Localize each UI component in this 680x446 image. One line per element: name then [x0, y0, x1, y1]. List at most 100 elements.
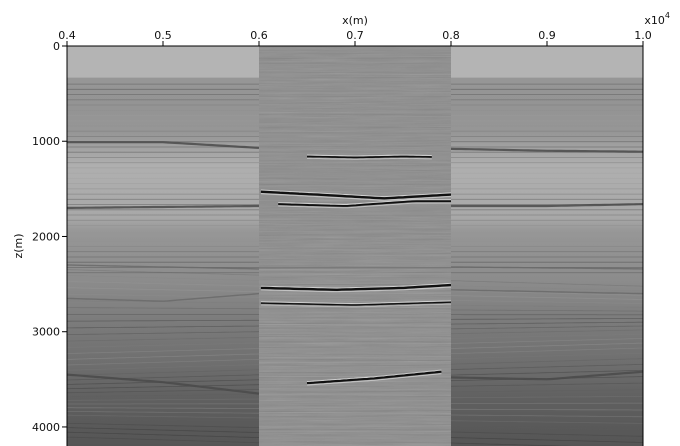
x-tick-label: 0.6	[250, 29, 268, 42]
velocity-layer-line	[450, 300, 643, 304]
panel-migrated-image	[258, 46, 452, 446]
velocity-layer-line	[450, 408, 643, 411]
velocity-layer-line	[450, 333, 643, 339]
velocity-layer-line	[450, 364, 643, 370]
velocity-layer-line	[67, 407, 259, 409]
panel-velocity-model	[67, 46, 260, 446]
velocity-layer-line	[67, 411, 259, 414]
y-tick-label: 2000	[32, 230, 60, 243]
velocity-layer-line	[67, 398, 260, 401]
y-axis: 0 1000 2000 3000 4000	[32, 40, 67, 434]
velocity-layer-line	[450, 437, 643, 443]
velocity-layer-line	[67, 287, 260, 293]
velocity-layer-line	[67, 269, 260, 276]
velocity-layers	[67, 77, 259, 446]
image-event-white	[260, 189, 452, 198]
x-tick-label: 0.8	[442, 29, 460, 42]
velocity-layer-line	[67, 369, 260, 376]
velocity-layer-line	[67, 358, 260, 366]
image-event-white	[260, 193, 452, 201]
velocity-layer-line	[450, 358, 643, 365]
velocity-layer-line	[450, 329, 643, 335]
image-event-white	[260, 282, 452, 290]
image-event-white	[260, 286, 452, 293]
x-tick-label: 0.9	[538, 29, 556, 42]
image-texture	[259, 46, 451, 446]
velocity-layer-line	[451, 396, 643, 399]
y-tick-label: 4000	[32, 421, 60, 434]
velocity-layer-line	[450, 347, 643, 354]
reflector-line	[67, 264, 260, 270]
velocity-layer-line	[450, 426, 643, 431]
image-event-black	[260, 283, 452, 292]
y-tick-label: 1000	[32, 135, 60, 148]
velocity-layer-line	[67, 431, 260, 438]
y-tick-label: 3000	[32, 326, 60, 339]
image-event-black	[260, 190, 452, 200]
velocity-layer-line	[450, 420, 643, 424]
reflector-line	[67, 373, 260, 395]
velocity-layer-line	[450, 370, 643, 376]
plot-area	[67, 46, 643, 446]
image-event-white	[260, 303, 452, 308]
velocity-layer-line	[67, 422, 260, 428]
velocity-layer-line	[67, 337, 260, 342]
image-event-white	[306, 373, 442, 386]
velocity-layer-line	[450, 431, 643, 437]
x-axis-label: x(m)	[342, 14, 368, 27]
velocity-layer-line	[67, 331, 260, 335]
velocity-layer-line	[450, 280, 643, 287]
velocity-layer-line	[67, 325, 260, 329]
velocity-layer-line	[67, 281, 260, 287]
reflector-line	[450, 289, 643, 295]
velocity-layer-line	[67, 436, 260, 444]
velocity-layer-line	[67, 319, 259, 322]
reflector-line	[451, 203, 643, 208]
x-multiplier-base: x10	[644, 14, 665, 27]
image-event-white	[306, 154, 432, 157]
image-event-white	[307, 157, 432, 160]
velocity-layer-line	[67, 364, 260, 371]
water-layer	[451, 46, 643, 78]
velocity-layer-line	[67, 275, 260, 281]
velocity-layer-line	[67, 414, 260, 419]
water-layer	[67, 46, 259, 78]
x-tick-label: 0.4	[58, 29, 76, 42]
velocity-layer-line	[450, 352, 643, 360]
velocity-layer-line	[67, 342, 260, 348]
x-tick-label: 0.7	[346, 29, 364, 42]
y-axis-label: z(m)	[12, 233, 25, 258]
velocity-layer-line	[67, 374, 260, 381]
x-axis: 0.4 0.5 0.6 0.7 0.8 0.9 1.0	[58, 29, 652, 46]
velocity-layer-line	[450, 389, 643, 393]
x-tick-label: 0.5	[154, 29, 172, 42]
x-tick-label: 1.0	[634, 29, 652, 42]
velocity-layer-line	[67, 348, 260, 354]
image-event-black	[260, 301, 452, 306]
velocity-layer-line	[450, 338, 643, 344]
velocity-layer-line	[450, 382, 643, 387]
velocity-layer-line	[450, 309, 643, 312]
reflector-line	[67, 292, 260, 302]
panel-velocity-model	[450, 46, 643, 446]
velocity-layer-line	[450, 325, 643, 330]
velocity-layer-line	[451, 414, 643, 418]
velocity-layer-line	[450, 295, 643, 300]
velocity-layer-line	[67, 393, 260, 397]
image-event-white	[278, 202, 451, 209]
velocity-layers	[451, 77, 643, 446]
velocity-layer-line	[450, 321, 643, 325]
image-event-white	[306, 369, 442, 383]
velocity-layer-line	[67, 307, 259, 310]
velocity-layer-line	[67, 427, 260, 433]
velocity-layer-line	[67, 353, 260, 360]
image-event-black	[278, 200, 451, 207]
velocity-layer-line	[67, 384, 260, 390]
reflector-line	[67, 141, 260, 149]
image-event-black	[306, 370, 442, 385]
velocity-layer-line	[450, 290, 643, 296]
image-event-white	[260, 300, 452, 305]
velocity-layer-line	[450, 285, 643, 292]
reflector-line	[67, 204, 259, 209]
